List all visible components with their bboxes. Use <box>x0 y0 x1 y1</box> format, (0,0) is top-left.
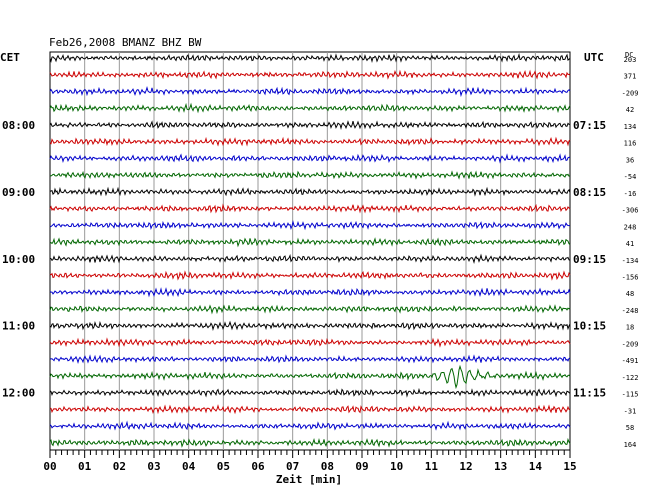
x-tick-label: 14 <box>529 460 543 473</box>
trace-row-19 <box>49 364 571 390</box>
dc-offset-label: 203 <box>624 56 637 64</box>
trace-row-23 <box>49 437 571 448</box>
trace-row-12 <box>49 253 571 265</box>
dc-offset-label: -31 <box>624 407 637 415</box>
x-axis-label: Zeit [min] <box>276 473 342 486</box>
x-tick-label: 10 <box>390 460 403 473</box>
utc-time-label: 11:15 <box>573 387 606 400</box>
dc-offset-label: 371 <box>624 73 637 81</box>
dc-offset-label: -16 <box>624 190 637 198</box>
dc-offset-label: -209 <box>622 340 639 348</box>
dc-offset-label: 42 <box>626 106 634 114</box>
x-tick-label: 13 <box>494 460 507 473</box>
dc-offset-label: 116 <box>624 140 637 148</box>
plot-grid <box>49 51 571 451</box>
trace-row-9 <box>49 203 571 214</box>
dc-offset-label: -248 <box>622 307 639 315</box>
trace-row-10 <box>49 220 571 231</box>
x-tick-label: 15 <box>563 460 576 473</box>
x-tick-label: 03 <box>147 460 160 473</box>
cet-time-label: 08:00 <box>2 119 35 132</box>
dc-offset-label: 41 <box>626 240 634 248</box>
dc-offset-label: 18 <box>626 324 634 332</box>
trace-row-14 <box>49 287 571 298</box>
plot-frame <box>49 51 571 451</box>
trace-row-3 <box>49 102 571 114</box>
cet-axis-label: CET <box>0 51 20 64</box>
dc-offset-label: -156 <box>622 273 639 281</box>
trace-row-13 <box>49 270 571 281</box>
x-tick-label: 06 <box>251 460 265 473</box>
dc-offset-header: DC <box>625 51 633 59</box>
trace-row-4 <box>49 120 571 130</box>
utc-time-label: 10:15 <box>573 320 606 333</box>
trace-row-2 <box>49 85 571 98</box>
dc-offset-label: -306 <box>622 207 639 215</box>
dc-offset-label: -54 <box>624 173 637 181</box>
x-tick-label: 12 <box>459 460 472 473</box>
x-tick-label: 02 <box>113 460 126 473</box>
trace-row-7 <box>49 170 571 180</box>
trace-row-5 <box>49 136 571 147</box>
trace-row-8 <box>49 186 571 197</box>
x-tick-label: 00 <box>43 460 56 473</box>
trace-row-17 <box>49 337 571 348</box>
trace-row-0 <box>49 52 571 64</box>
x-tick-label: 11 <box>425 460 439 473</box>
dc-offset-label: 134 <box>624 123 637 131</box>
trace-row-6 <box>49 153 571 164</box>
cet-time-label: 09:00 <box>2 186 35 199</box>
dc-offset-label: 248 <box>624 223 637 231</box>
dc-offset-label: -491 <box>622 357 639 365</box>
x-tick-label: 05 <box>217 460 230 473</box>
trace-row-11 <box>49 237 571 248</box>
x-tick-label: 09 <box>355 460 368 473</box>
x-tick-label: 07 <box>286 460 299 473</box>
x-tick-label: 08 <box>321 460 334 473</box>
dc-offset-label: -115 <box>622 391 639 399</box>
dc-offset-label: -209 <box>622 89 639 97</box>
time-axis: 00 01 02 03 04 05 06 07 08 09 10 11 12 13 14 15 <box>43 450 577 473</box>
trace-row-18 <box>49 354 571 365</box>
trace-row-16 <box>49 320 571 332</box>
trace-row-1 <box>49 69 571 80</box>
utc-axis-label: UTC <box>584 51 604 64</box>
dc-offset-label: -134 <box>622 257 639 265</box>
trace-row-20 <box>49 387 571 398</box>
trace-row-22 <box>49 420 571 431</box>
chart-title: Feb26,2008 BMANZ BHZ BW <box>49 36 202 49</box>
x-tick-label: 01 <box>78 460 92 473</box>
chart-labels: Feb26,2008 BMANZ BHZ BW CET UTC DC Zeit … <box>0 36 633 486</box>
cet-time-label: 11:00 <box>2 320 35 333</box>
cet-time-label: 12:00 <box>2 387 35 400</box>
dc-offset-label: 164 <box>624 441 637 449</box>
dc-offset-label: 36 <box>626 156 634 164</box>
x-tick-label: 04 <box>182 460 196 473</box>
dc-offset-label: 48 <box>626 290 634 298</box>
cet-time-label: 10:00 <box>2 253 35 266</box>
dc-offset-label: -122 <box>622 374 639 382</box>
trace-row-21 <box>49 404 571 415</box>
trace-row-15 <box>49 304 571 315</box>
utc-time-label: 09:15 <box>573 253 606 266</box>
utc-time-label: 07:15 <box>573 119 606 132</box>
utc-time-label: 08:15 <box>573 186 606 199</box>
dc-offset-label: 58 <box>626 424 634 432</box>
seismic-traces: 203 371 -209 42 134 116 36 -54 -16 -306 248 41 -134 -… <box>2 52 639 449</box>
